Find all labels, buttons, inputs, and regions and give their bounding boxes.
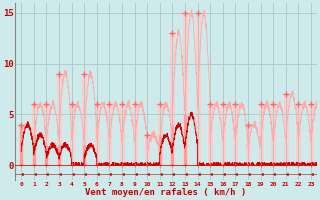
X-axis label: Vent moyen/en rafales ( km/h ): Vent moyen/en rafales ( km/h ) [85, 188, 247, 197]
